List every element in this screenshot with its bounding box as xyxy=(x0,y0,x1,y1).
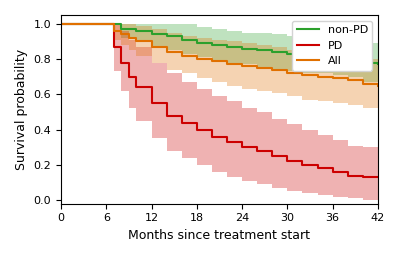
Legend: non-PD, PD, All: non-PD, PD, All xyxy=(292,21,372,71)
Y-axis label: Survival probability: Survival probability xyxy=(15,49,28,170)
X-axis label: Months since treatment start: Months since treatment start xyxy=(128,229,310,242)
